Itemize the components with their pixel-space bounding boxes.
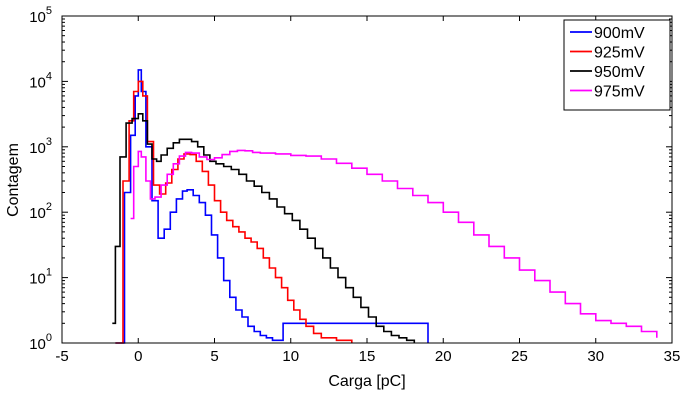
x-tick-label: -5 [55,348,68,365]
y-tick-label: 102 [29,201,52,222]
legend-label: 925mV [594,45,645,62]
x-tick-label: 15 [359,348,376,365]
y-tick-base: 10 [29,271,46,288]
x-tick-label: 35 [664,348,681,365]
legend-label: 975mV [594,84,645,101]
x-axis-ticks: -5 0 5 10 15 20 25 30 35 [55,16,680,365]
series-line-975mV [130,149,658,338]
y-tick-exponent: 0 [46,332,52,344]
y-tick-label: 103 [29,136,52,157]
x-axis-label: Carga [pC] [328,373,405,390]
y-tick-label: 104 [29,70,52,91]
x-tick-label: 0 [134,348,142,365]
y-tick-exponent: 4 [46,70,52,82]
legend-box [563,19,671,111]
x-tick-label: 5 [210,348,218,365]
x-tick-label: 30 [587,348,604,365]
x-tick-label: 25 [511,348,528,365]
x-tick-label: 20 [435,348,452,365]
y-tick-base: 10 [29,336,46,353]
series-line-950mV [112,113,416,343]
y-tick-base: 10 [29,205,46,222]
y-tick-base: 10 [29,140,46,157]
y-tick-exponent: 3 [46,136,52,148]
y-axis-label: Contagem [5,143,22,217]
y-tick-exponent: 1 [46,267,52,279]
series-layer [112,69,658,344]
legend: 900mV 925mV 950mV 975mV [563,19,671,111]
x-tick-label: 10 [282,348,299,365]
y-tick-base: 10 [29,74,46,91]
y-tick-exponent: 5 [46,5,52,17]
y-tick-label: 105 [29,5,52,26]
legend-label: 950mV [594,64,645,81]
y-tick-label: 101 [29,267,52,288]
legend-label: 900mV [594,25,645,42]
y-tick-base: 10 [29,9,46,26]
y-tick-exponent: 2 [46,201,52,213]
y-tick-label: 100 [29,332,52,353]
